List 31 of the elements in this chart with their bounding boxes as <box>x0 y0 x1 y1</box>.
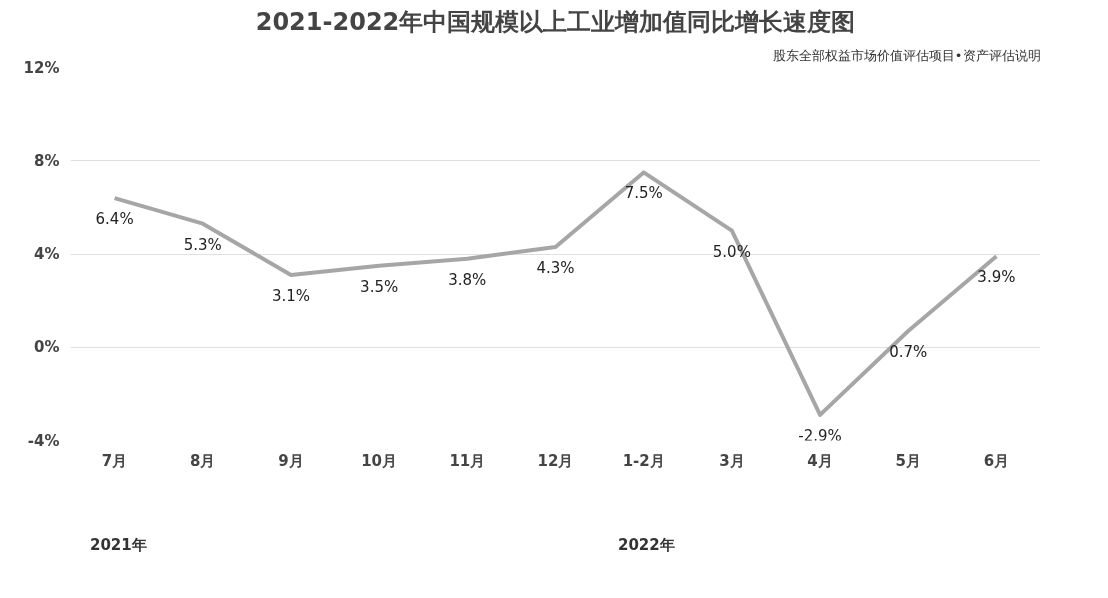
x-tick-label: 1-2月 <box>622 451 665 470</box>
data-label: 3.8% <box>448 270 487 289</box>
text: 2022年 <box>618 535 675 556</box>
text: 股东全部权益市场价值评估项目•资产评估说明 <box>772 47 1041 63</box>
x-tick-label: 3月 <box>719 451 745 470</box>
x-tick-label: 5月 <box>895 451 921 470</box>
y-tick-label: 4% <box>34 245 60 263</box>
y-tick-label: 0% <box>34 338 60 357</box>
data-label: 3.1% <box>271 286 311 305</box>
x-tick-label: 8月 <box>190 451 216 470</box>
y-tick-label: -4% <box>27 431 60 450</box>
y-tick-label: 8% <box>34 151 60 170</box>
x-tick-label: 6月 <box>983 451 1010 470</box>
y-tick-label: 12% <box>23 58 60 77</box>
data-label: 7.5% <box>624 184 663 203</box>
x-tick-label: 10月 <box>361 451 398 470</box>
data-label: 5.0% <box>712 242 751 261</box>
data-label: 3.9% <box>977 268 1016 287</box>
data-label: 6.4% <box>95 210 134 229</box>
text: 2021年 <box>90 535 147 556</box>
x-tick-label: 9月 <box>278 451 304 470</box>
x-tick-label: 12月 <box>537 451 574 470</box>
data-label: 0.7% <box>889 342 928 361</box>
data-label: -2.9% <box>798 426 842 445</box>
data-label: 5.3% <box>183 235 222 254</box>
chart-title: 2021-2022年中国规模以上工业增加值同比增长速度图 <box>255 7 856 36</box>
x-tick-label: 11月 <box>449 451 486 470</box>
x-tick-label: 4月 <box>807 451 833 470</box>
data-label: 4.3% <box>536 259 575 278</box>
x-tick-label: 7月 <box>101 451 128 470</box>
data-label: 3.5% <box>360 277 399 296</box>
